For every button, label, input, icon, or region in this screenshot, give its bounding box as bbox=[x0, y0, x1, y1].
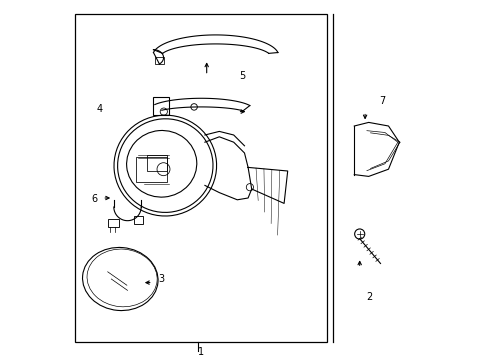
Text: 3: 3 bbox=[158, 274, 164, 284]
Bar bbox=[153, 97, 169, 114]
Text: 1: 1 bbox=[198, 347, 204, 357]
Bar bbox=[75, 14, 326, 342]
Text: 7: 7 bbox=[379, 96, 385, 106]
Text: 2: 2 bbox=[366, 292, 372, 302]
Bar bbox=[136, 157, 167, 182]
Bar bbox=[147, 155, 167, 171]
Text: 4: 4 bbox=[97, 104, 103, 114]
Text: 6: 6 bbox=[91, 194, 98, 204]
Text: 5: 5 bbox=[239, 71, 245, 81]
